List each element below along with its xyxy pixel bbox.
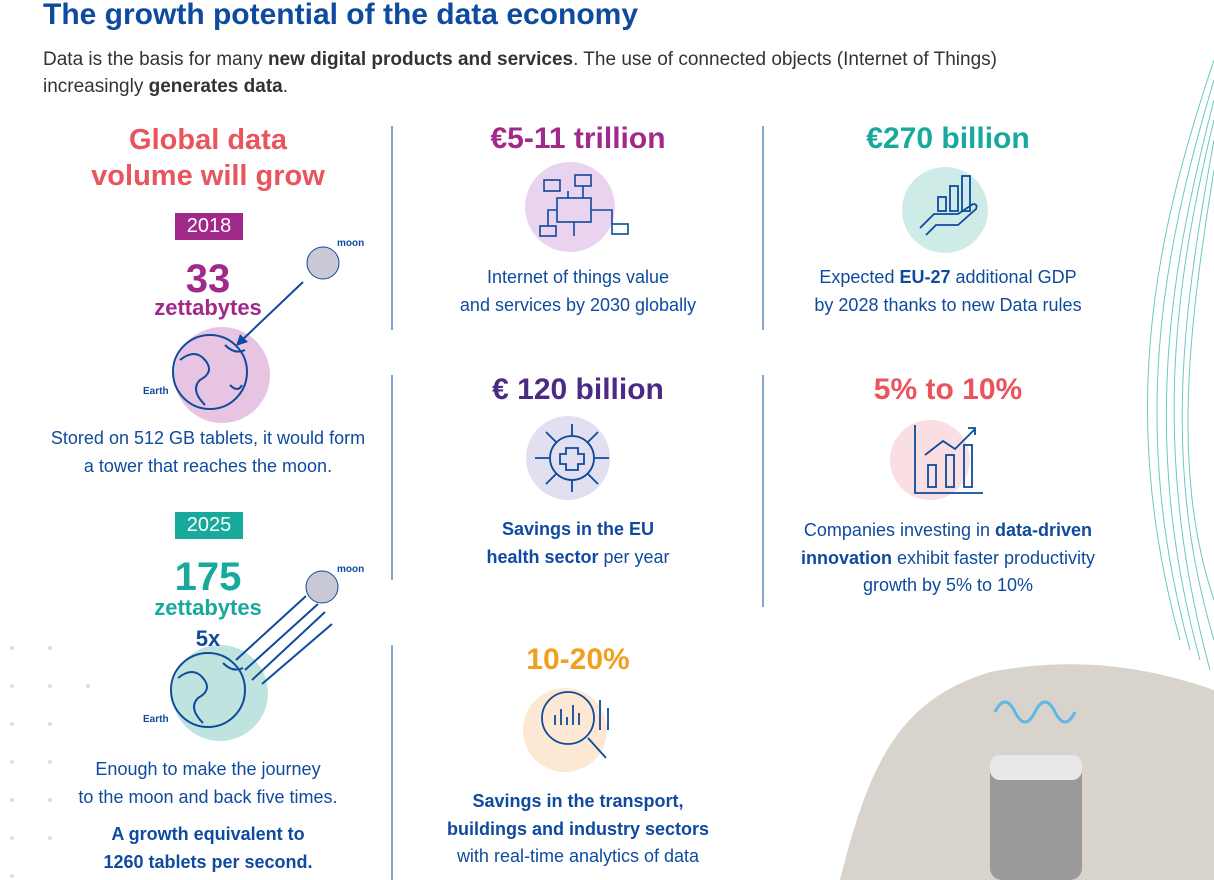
bold-text: Savings in the EU xyxy=(501,519,655,539)
stat-description: Savings in the EU health sector per year xyxy=(378,516,778,571)
bold-text: buildings and industry sectors xyxy=(446,818,710,839)
moon-label: moon xyxy=(337,238,365,249)
volume-value: 33 xyxy=(185,257,231,301)
text: Stored on 512 GB tablets, it would form xyxy=(50,428,366,448)
volume-value: 175 xyxy=(174,555,242,599)
stat-value: € 120 billion xyxy=(492,373,664,406)
text-line: increasingly generates data. xyxy=(43,73,997,100)
text: Enough to make the journey xyxy=(95,759,321,779)
text-line: Companies investing in data-driven xyxy=(748,517,1148,545)
stat-description: Internet of things value and services by … xyxy=(378,264,778,319)
multiplier: 5x xyxy=(195,626,221,651)
stat-value: 10-20% xyxy=(526,643,630,676)
stat-value: €270 billion xyxy=(866,122,1030,155)
text-line: with real-time analytics of data xyxy=(378,843,778,871)
title: The growth potential of the data economy xyxy=(43,0,639,31)
year-badge: 2025 xyxy=(175,512,243,539)
highlight: A growth equivalent to 1260 tablets per s… xyxy=(8,821,408,876)
text-line: Internet of things value xyxy=(378,264,778,292)
stat-value: 5% to 10% xyxy=(873,373,1023,406)
volume-unit: zettabytes xyxy=(154,595,262,620)
heading-line: Global data xyxy=(129,124,287,156)
bold-text: innovation xyxy=(800,547,892,568)
text: increasingly xyxy=(43,76,149,97)
earth-label: Earth xyxy=(143,714,169,725)
bold-text: health sector xyxy=(486,546,599,567)
text-line: Savings in the transport, xyxy=(378,788,778,816)
bold-text: data-driven xyxy=(995,520,1093,540)
bold-text: new digital products and services xyxy=(267,49,574,70)
text-line: buildings and industry sectors xyxy=(378,816,778,844)
volume-heading: Global data volume will grow xyxy=(8,122,408,194)
intro: Data is the basis for many new digital p… xyxy=(43,46,997,100)
earth-label: Earth xyxy=(143,386,169,397)
caption: Stored on 512 GB tablets, it would form a… xyxy=(8,425,408,480)
moon-label: moon xyxy=(337,564,365,575)
bold-text: EU-27 xyxy=(899,267,951,287)
stat-value: €5-11 trillion xyxy=(490,122,666,155)
text-line: Expected EU-27 additional GDP xyxy=(748,264,1148,292)
text-line: a tower that reaches the moon. xyxy=(8,453,408,481)
text-line: Data is the basis for many new digital p… xyxy=(43,46,997,73)
text: exhibit faster productivity xyxy=(891,547,1096,568)
stat-description: Savings in the transport, buildings and i… xyxy=(378,788,778,871)
year-badge: 2018 xyxy=(175,213,243,240)
text-line: 1260 tablets per second. xyxy=(8,849,408,877)
text-line: Savings in the EU xyxy=(378,516,778,544)
text: per year xyxy=(598,546,670,567)
bold-text: 1260 tablets per second. xyxy=(103,851,313,872)
text: with real-time analytics of data xyxy=(456,846,700,866)
text-line: Enough to make the journey xyxy=(8,756,408,784)
stat-description: Companies investing in data-driven innova… xyxy=(748,517,1148,600)
text: Data is the basis for many xyxy=(43,49,268,70)
text-line: A growth equivalent to xyxy=(8,821,408,849)
volume-unit: zettabytes xyxy=(154,295,262,320)
text: . The use of connected objects (Internet… xyxy=(573,49,997,70)
text: to the moon and back five times. xyxy=(78,786,338,807)
text-line: to the moon and back five times. xyxy=(8,784,408,812)
text-line: health sector per year xyxy=(378,544,778,572)
text-line: growth by 5% to 10% xyxy=(748,572,1148,600)
text: a tower that reaches the moon. xyxy=(83,455,333,476)
bold-text: Savings in the transport, xyxy=(472,791,684,811)
text: Expected xyxy=(819,267,900,287)
text: growth by 5% to 10% xyxy=(862,575,1034,595)
text-line: and services by 2030 globally xyxy=(378,292,778,320)
bold-text: A growth equivalent to xyxy=(111,824,305,844)
text: . xyxy=(282,76,289,97)
heading-line: volume will grow xyxy=(91,160,325,192)
text: Internet of things value xyxy=(486,267,670,287)
text: and services by 2030 globally xyxy=(459,294,697,315)
stat-description: Expected EU-27 additional GDP by 2028 tha… xyxy=(748,264,1148,319)
text-line: innovation exhibit faster productivity xyxy=(748,545,1148,573)
bold-text: generates data xyxy=(148,76,283,97)
text-line: Stored on 512 GB tablets, it would form xyxy=(8,425,408,453)
caption: Enough to make the journey to the moon an… xyxy=(8,756,408,811)
text: by 2028 thanks to new Data rules xyxy=(814,294,1082,315)
text-line: by 2028 thanks to new Data rules xyxy=(748,292,1148,320)
text: additional GDP xyxy=(950,267,1077,287)
text: Companies investing in xyxy=(803,520,996,540)
